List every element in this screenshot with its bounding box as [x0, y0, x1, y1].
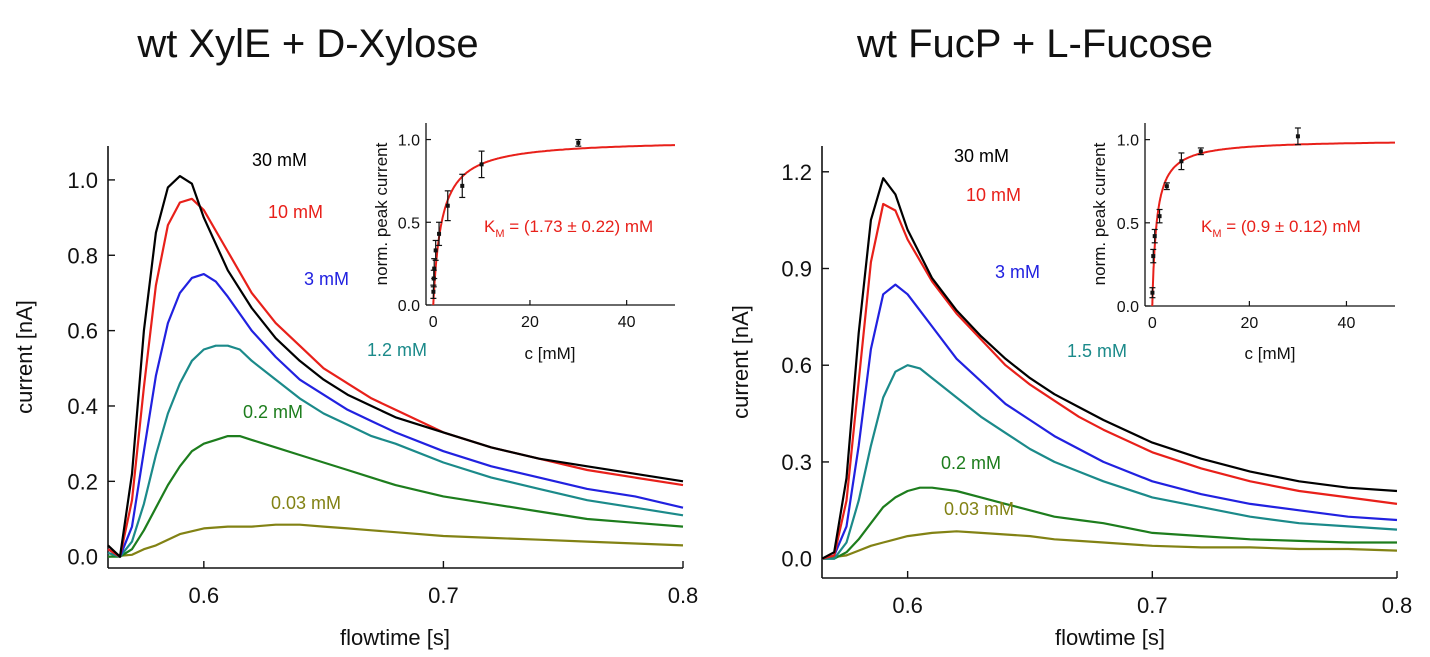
series-line: [822, 486, 1397, 560]
series-label: 1.5 mM: [1067, 341, 1127, 361]
chart-title: wt FucP + L-Fucose: [856, 22, 1213, 66]
inset-data-point: [479, 162, 484, 167]
inset-y-axis-label: norm. peak current: [1090, 142, 1109, 285]
y-tick-label: 1.0: [67, 168, 98, 193]
inset-fit-curve: [1151, 141, 1395, 306]
x-tick-label: 0.8: [668, 583, 699, 608]
inset-data-point: [1295, 134, 1300, 139]
series-label: 30 mM: [252, 150, 307, 170]
series-line: [107, 175, 684, 558]
inset-x-axis-label: c [mM]: [525, 344, 576, 363]
inset-fit-curve: [432, 144, 675, 305]
y-tick-label: 0.9: [781, 257, 812, 282]
series-line: [821, 177, 1398, 560]
series-line: [821, 283, 1398, 560]
inset-data-point: [433, 248, 438, 253]
series-label: 0.2 mM: [243, 402, 303, 422]
x-tick-label: 0.6: [189, 583, 220, 608]
inset-data-point: [1164, 184, 1169, 189]
inset-x-tick-label: 0: [429, 314, 438, 331]
chart-panel-2: wt FucP + L-Fucose 0.0 0.3 0.6 0.9 1.2 0.6 0.7 0…: [728, 22, 1412, 650]
series-label: 10 mM: [268, 202, 323, 222]
inset-data-point: [1179, 159, 1184, 164]
inset-y-tick-label: 0.5: [398, 215, 420, 232]
inset-data-point: [432, 266, 437, 271]
inset-y-tick-label: 0.5: [1117, 216, 1139, 233]
series-label: 3 mM: [304, 269, 349, 289]
series-label: 10 mM: [966, 185, 1021, 205]
chart-title: wt XylE + D-Xylose: [136, 22, 478, 66]
inset-y-axis-label: norm. peak current: [372, 142, 391, 285]
chart-panel-1: wt XylE + D-Xylose 0.0 0.2 0.4 0.6 0.8 1.0 0.6 0…: [12, 22, 698, 650]
y-tick-label: 0.6: [781, 353, 812, 378]
y-tick-label: 0.0: [67, 545, 98, 570]
x-tick-label: 0.7: [428, 583, 459, 608]
series-line: [108, 435, 684, 558]
series-line: [107, 197, 684, 558]
x-axis-label: flowtime [s]: [1055, 625, 1165, 650]
inset-data-point: [445, 203, 450, 208]
series-label: 30 mM: [954, 146, 1009, 166]
y-tick-label: 0.6: [67, 319, 98, 344]
series-label: 3 mM: [995, 262, 1040, 282]
series-line: [821, 202, 1398, 560]
km-annotation: KM = (1.73 ± 0.22) mM: [484, 217, 653, 240]
x-axis-label: flowtime [s]: [340, 625, 450, 650]
y-tick-label: 0.2: [67, 469, 98, 494]
inset-data-point: [1152, 234, 1157, 239]
inset-x-tick-label: 20: [1240, 315, 1258, 332]
series-line: [821, 530, 1398, 560]
y-axis-label: current [nA]: [728, 305, 753, 419]
inset-x-tick-label: 20: [521, 314, 539, 331]
inset-x-tick-label: 40: [618, 314, 636, 331]
inset-data-point: [431, 289, 436, 294]
y-axis-label: current [nA]: [12, 300, 37, 414]
x-tick-label: 0.6: [892, 593, 923, 618]
y-tick-label: 1.2: [781, 160, 812, 185]
series-label: 0.2 mM: [941, 453, 1001, 473]
inset-x-tick-label: 0: [1148, 315, 1157, 332]
y-tick-label: 0.8: [67, 243, 98, 268]
series-line: [822, 364, 1398, 560]
km-annotation: KM = (0.9 ± 0.12) mM: [1201, 217, 1361, 240]
x-tick-label: 0.8: [1382, 593, 1413, 618]
x-tick-label: 0.7: [1137, 593, 1168, 618]
inset-y-tick-label: 1.0: [1117, 133, 1139, 150]
inset-plot: 0.0 0.5 1.0 0 20 40 norm. peak current c [mM] KM…: [1090, 123, 1395, 363]
series-line: [107, 344, 684, 558]
y-tick-label: 0.4: [67, 394, 98, 419]
inset-data-point: [576, 140, 581, 145]
inset-data-point: [1198, 149, 1203, 154]
y-tick-label: 0.0: [781, 547, 812, 572]
series-line: [107, 273, 684, 558]
y-tick-label: 0.3: [781, 450, 812, 475]
series-label: 0.03 mM: [944, 499, 1014, 519]
inset-data-point: [1157, 214, 1162, 219]
inset-data-point: [1150, 290, 1155, 295]
inset-data-point: [1151, 254, 1156, 259]
inset-data-point: [437, 231, 442, 236]
inset-y-tick-label: 0.0: [1117, 299, 1139, 316]
inset-x-axis-label: c [mM]: [1245, 344, 1296, 363]
inset-data-point: [460, 183, 465, 188]
series-line: [107, 523, 684, 558]
inset-plot: 0.0 0.5 1.0 0 20 40 norm. peak current c [mM] KM…: [372, 123, 675, 363]
series-label: 0.03 mM: [271, 493, 341, 513]
inset-y-tick-label: 1.0: [398, 133, 420, 150]
inset-y-tick-label: 0.0: [398, 298, 420, 315]
inset-x-tick-label: 40: [1338, 315, 1356, 332]
series-label: 1.2 mM: [367, 340, 427, 360]
